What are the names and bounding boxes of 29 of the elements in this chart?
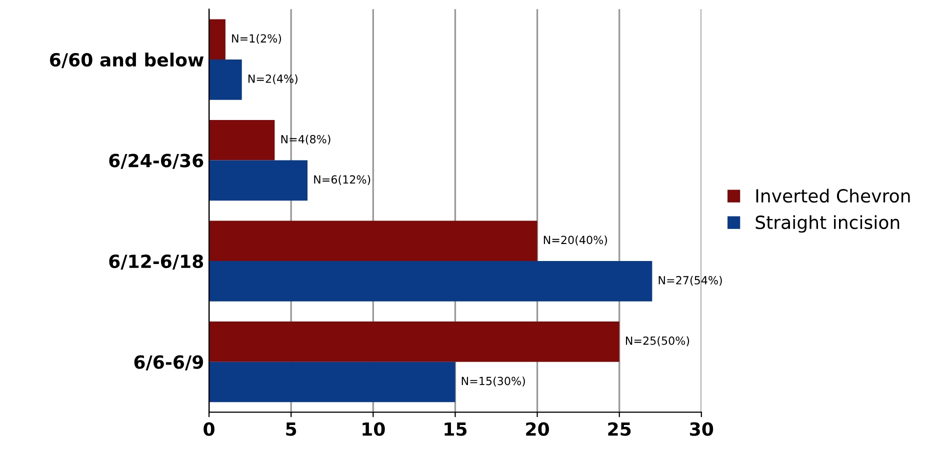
y-tick-label: 6/60 and below [50, 52, 204, 68]
x-tick-label: 20 [526, 422, 549, 436]
x-tick-label: 0 [204, 422, 214, 436]
legend-label: Inverted Chevron [756, 188, 910, 203]
y-tick-label: 6/24-6/36 [109, 154, 204, 169]
x-tick-label: 30 [690, 422, 714, 436]
data-label: N=15(30%) [462, 376, 525, 387]
bar [209, 322, 620, 362]
bar [209, 220, 538, 262]
bar [209, 261, 652, 302]
data-label: N=27(54%) [658, 276, 722, 286]
y-tick-label: 6/6-6/9 [134, 355, 204, 370]
legend-label: Straight incision [756, 215, 900, 233]
x-tick-label: 10 [362, 422, 385, 436]
bar [209, 362, 456, 402]
data-label: N=2(4%) [248, 74, 298, 84]
data-label: N=4(8%) [281, 134, 330, 145]
x-tick-label: 25 [608, 422, 631, 436]
x-tick-label: 15 [444, 422, 467, 436]
data-label: N=20(40%) [544, 236, 607, 246]
bar [209, 60, 242, 100]
bar [209, 120, 275, 160]
data-label: N=25(50%) [626, 336, 690, 346]
bar [209, 160, 308, 201]
data-label: N=1(2%) [232, 34, 282, 44]
y-tick-label: 6/12-6/18 [109, 254, 204, 270]
data-label: N=6(12%) [314, 175, 370, 185]
bar [209, 19, 226, 60]
x-tick-label: 5 [286, 422, 296, 436]
